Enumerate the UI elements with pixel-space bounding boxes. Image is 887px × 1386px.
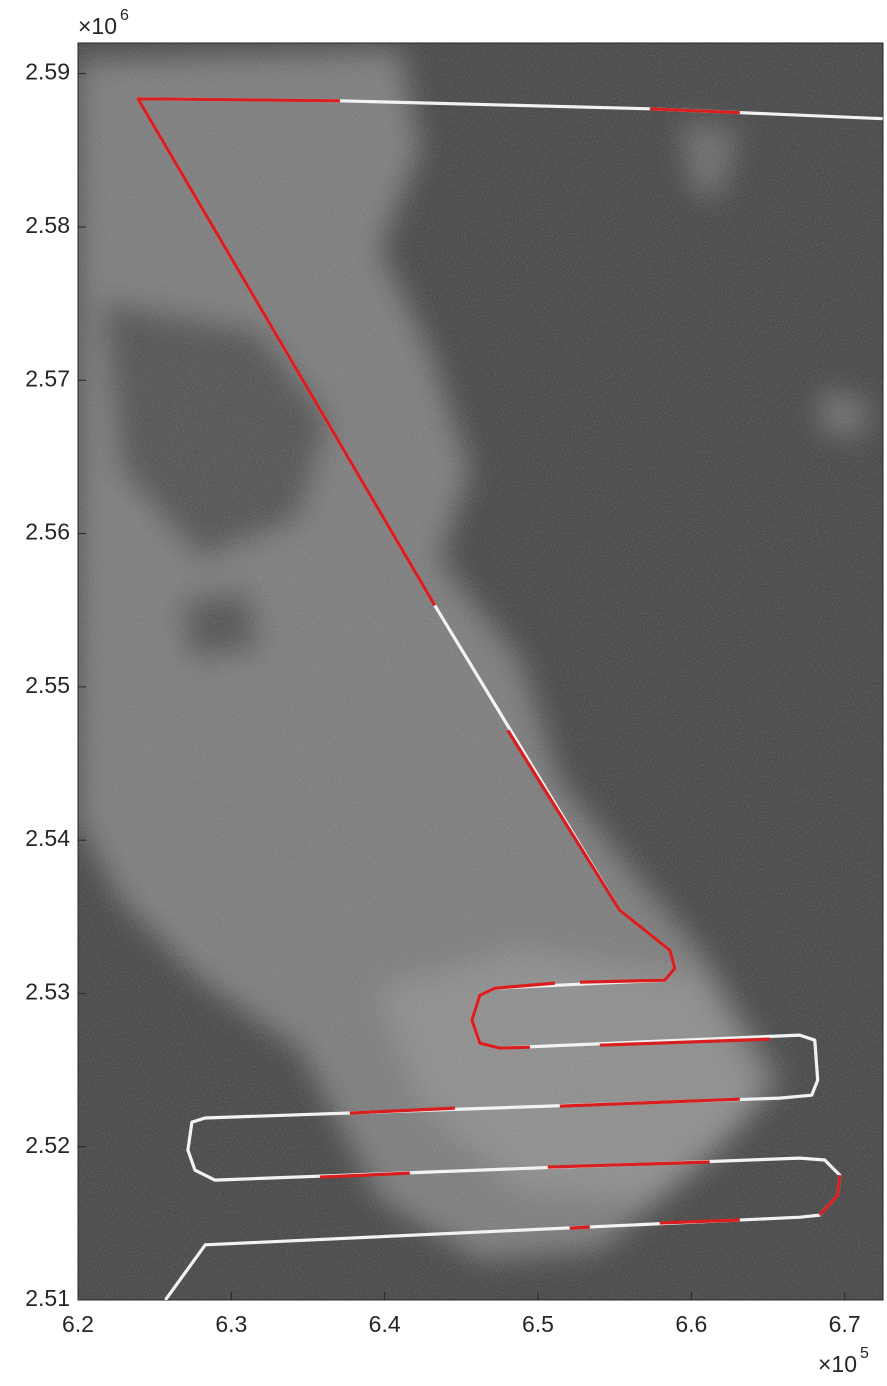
x-tick-label: 6.3 (215, 1311, 247, 1337)
background-image (78, 43, 883, 1300)
y-multiplier: ×10 6 (78, 7, 129, 39)
chart: ×10 5 ×10 6 6.2 6.3 6.4 6.5 6.6 6.7 2.51 2.52 2.… (0, 0, 887, 1381)
y-tick-label: 2.54 (25, 825, 70, 851)
y-tick-label: 2.51 (25, 1285, 70, 1311)
x-tick-label: 6.6 (675, 1311, 707, 1337)
y-multiplier-base: ×10 (78, 13, 117, 39)
y-tick-label: 2.53 (25, 978, 70, 1004)
x-multiplier-base: ×10 (818, 1351, 857, 1377)
x-tick-label: 6.2 (62, 1311, 94, 1337)
y-tick-label: 2.57 (25, 365, 70, 391)
y-multiplier-exponent: 6 (120, 7, 129, 24)
x-multiplier: ×10 5 (818, 1345, 869, 1377)
y-tick-label: 2.58 (25, 212, 70, 238)
x-tick-label: 6.5 (522, 1311, 554, 1337)
x-multiplier-exponent: 5 (860, 1345, 869, 1362)
y-tick-label: 2.52 (25, 1132, 70, 1158)
x-tick-label: 6.7 (829, 1311, 861, 1337)
y-tick-label: 2.55 (25, 672, 70, 698)
y-tick-label: 2.56 (25, 519, 70, 545)
y-tick-label: 2.59 (25, 59, 70, 85)
x-tick-label: 6.4 (369, 1311, 401, 1337)
